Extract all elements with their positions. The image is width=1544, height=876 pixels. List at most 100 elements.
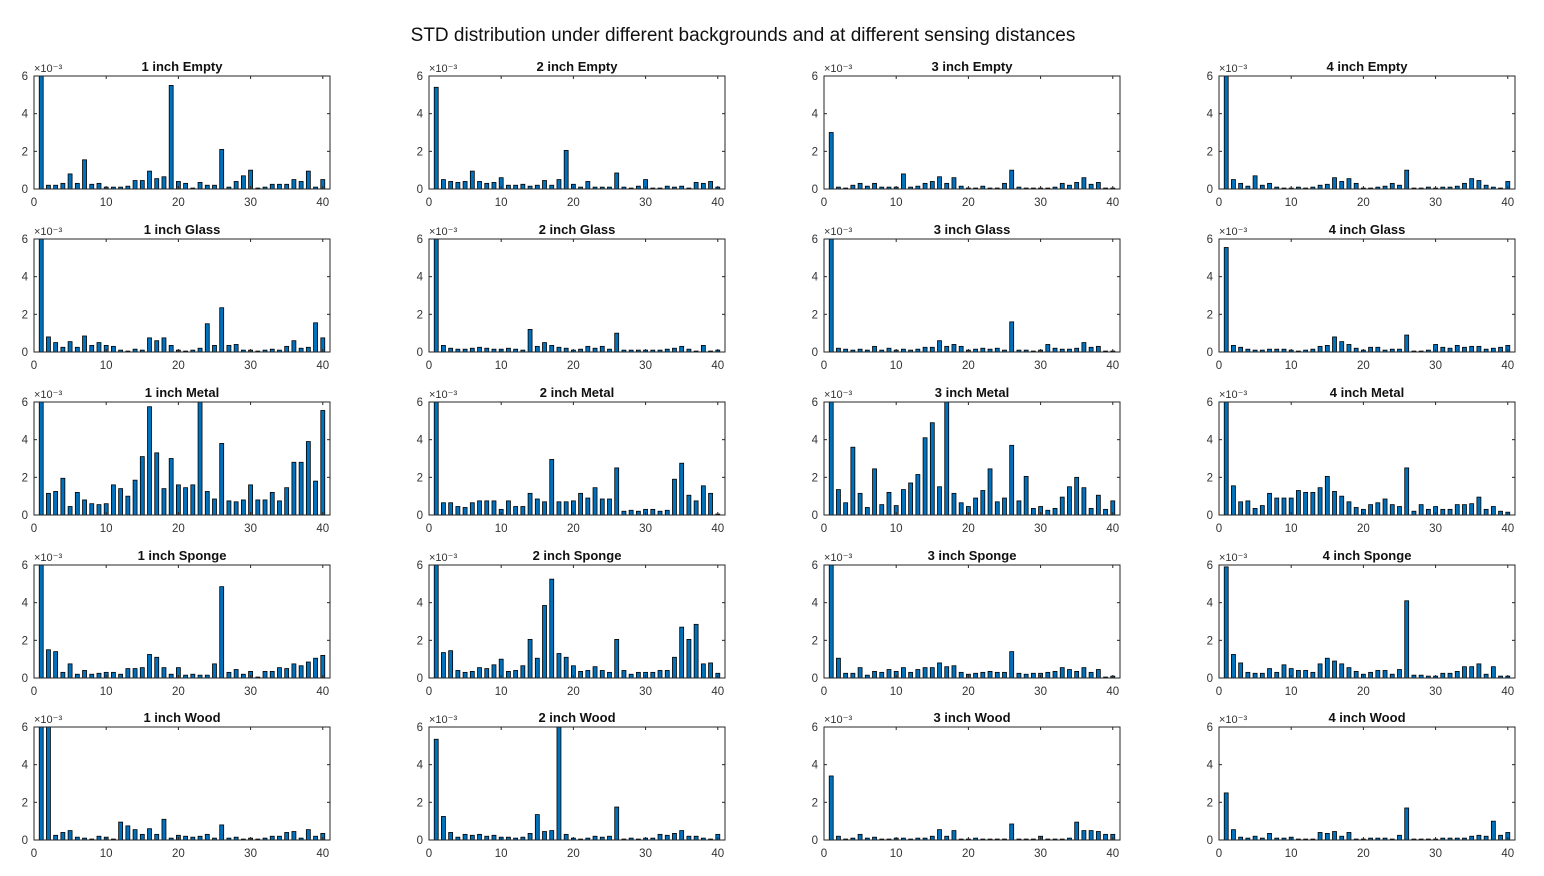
xtick-label-1-inch-sponge-30: 30 [244,686,257,698]
bar-3-inch-sponge-3 [843,672,849,679]
ytick-label-2-inch-empty-0: 0 [417,184,423,196]
subplot-4-inch-empty: 0 10 20 30 40 0 2 4 6 ×10⁻³ 4 inch Empty [1207,59,1516,209]
bar-3-inch-glass-14 [922,346,928,353]
bar-1-inch-wood-24 [204,833,210,841]
bar-4-inch-sponge-16 [1332,660,1337,679]
bar-2-inch-empty-1 [433,86,439,190]
bar-3-inch-metal-39 [1103,508,1108,516]
bar-4-inch-glass-1 [1223,247,1229,353]
exponent-label-1-inch-glass: ×10⁻³ [34,226,62,238]
bar-2-inch-sponge-3 [448,650,454,679]
bar-4-inch-sponge-34 [1462,666,1467,679]
bar-3-inch-metal-17 [944,401,950,516]
bar-3-inch-metal-26 [1009,444,1015,516]
bar-1-inch-wood-33 [269,835,275,841]
bar-3-inch-empty-37 [1088,183,1094,190]
bar-1-inch-sponge-33 [269,671,275,679]
ytick-label-1-inch-metal-0: 0 [22,510,28,522]
bar-2-inch-sponge-7 [477,667,482,679]
bar-3-inch-metal-22 [980,490,986,516]
bar-3-inch-metal-16 [937,486,942,516]
bar-2-inch-sponge-19 [563,656,569,679]
bar-2-inch-sponge-6 [469,671,475,679]
bar-3-inch-sponge-8 [879,671,885,679]
bar-1-inch-sponge-13 [125,668,131,679]
bar-1-inch-wood-9 [96,835,102,841]
xtick-label-1-inch-metal-10: 10 [100,523,113,535]
bar-2-inch-wood-17 [549,830,555,841]
bar-4-inch-empty-6 [1259,184,1265,190]
bar-1-inch-empty-7 [82,159,87,190]
bar-1-inch-wood-3 [53,834,59,841]
bar-4-inch-metal-34 [1462,504,1467,516]
bar-1-inch-wood-14 [132,829,138,841]
bar-4-inch-sponge-4 [1245,671,1251,679]
bar-1-inch-metal-29 [240,499,246,516]
bar-1-inch-sponge-40 [320,655,326,679]
xtick-label-3-inch-wood-0: 0 [821,848,827,860]
bar-4-inch-empty-35 [1469,178,1475,190]
xtick-label-3-inch-metal-40: 40 [1106,523,1119,535]
bar-4-inch-metal-14 [1317,487,1323,516]
bar-1-inch-empty-2 [46,184,51,190]
xtick-label-2-inch-sponge-40: 40 [711,686,724,698]
bar-2-inch-empty-11 [506,184,511,190]
bar-3-inch-sponge-26 [1009,651,1015,679]
bar-4-inch-sponge-37 [1483,673,1489,679]
bar-3-inch-wood-18 [951,830,957,841]
bar-3-inch-empty-11 [901,173,906,190]
subplot-title-4-inch-metal: 4 inch Metal [1330,385,1404,400]
bar-2-inch-metal-38 [700,485,706,516]
subplot-title-3-inch-empty: 3 inch Empty [932,59,1014,74]
ytick-label-4-inch-glass-2: 2 [1207,309,1213,321]
bar-1-inch-empty-34 [277,183,282,190]
bar-1-inch-glass-17 [154,340,160,353]
bar-1-inch-empty-8 [89,183,95,190]
bar-2-inch-metal-1 [433,401,439,516]
ytick-label-2-inch-empty-6: 6 [417,71,423,83]
bar-3-inch-wood-39 [1103,833,1108,841]
bar-2-inch-metal-14 [527,492,533,516]
bar-2-inch-sponge-18 [556,653,562,679]
xtick-label-1-inch-wood-10: 10 [100,848,113,860]
bar-4-inch-sponge-38 [1490,666,1496,679]
bar-2-inch-sponge-16 [542,605,547,679]
xtick-label-4-inch-empty-30: 30 [1429,197,1442,209]
bar-4-inch-empty-26 [1404,169,1410,190]
bar-1-inch-metal-4 [60,477,66,516]
bar-2-inch-empty-15 [534,184,540,190]
bar-2-inch-sponge-26 [614,638,620,679]
bar-2-inch-glass-23 [592,347,598,353]
bar-1-inch-glass-1 [38,238,44,353]
bar-1-inch-sponge-32 [262,671,268,679]
bar-2-inch-glass-16 [542,342,547,353]
xtick-label-3-inch-empty-20: 20 [962,197,975,209]
bar-1-inch-glass-35 [284,345,290,353]
xtick-label-3-inch-empty-10: 10 [890,197,903,209]
bar-4-inch-glass-39 [1498,346,1503,353]
xtick-label-4-inch-empty-10: 10 [1285,197,1298,209]
bar-1-inch-glass-18 [161,337,167,353]
bar-3-inch-wood-26 [1009,823,1015,841]
bar-4-inch-glass-35 [1469,345,1475,353]
bar-4-inch-glass-14 [1317,345,1323,353]
bar-4-inch-metal-38 [1490,506,1496,516]
bar-3-inch-metal-34 [1067,486,1072,516]
bar-1-inch-empty-21 [183,182,188,190]
bar-3-inch-sponge-28 [1023,673,1029,679]
bar-1-inch-metal-24 [204,491,210,516]
bar-4-inch-empty-25 [1397,184,1402,190]
xtick-label-4-inch-sponge-30: 30 [1429,686,1442,698]
bar-3-inch-wood-2 [836,835,841,841]
bar-4-inch-glass-21 [1368,346,1373,353]
bar-3-inch-empty-34 [1067,184,1072,190]
bar-1-inch-glass-37 [298,347,304,353]
bar-4-inch-sponge-3 [1238,662,1244,679]
ytick-label-1-inch-empty-6: 6 [22,71,28,83]
bar-3-inch-sponge-33 [1059,667,1065,679]
bar-1-inch-sponge-36 [291,663,297,679]
ytick-label-3-inch-wood-0: 0 [812,835,818,847]
bar-4-inch-sponge-8 [1274,671,1280,679]
ytick-label-4-inch-sponge-4: 4 [1207,598,1214,610]
bar-1-inch-wood-2 [46,726,51,841]
